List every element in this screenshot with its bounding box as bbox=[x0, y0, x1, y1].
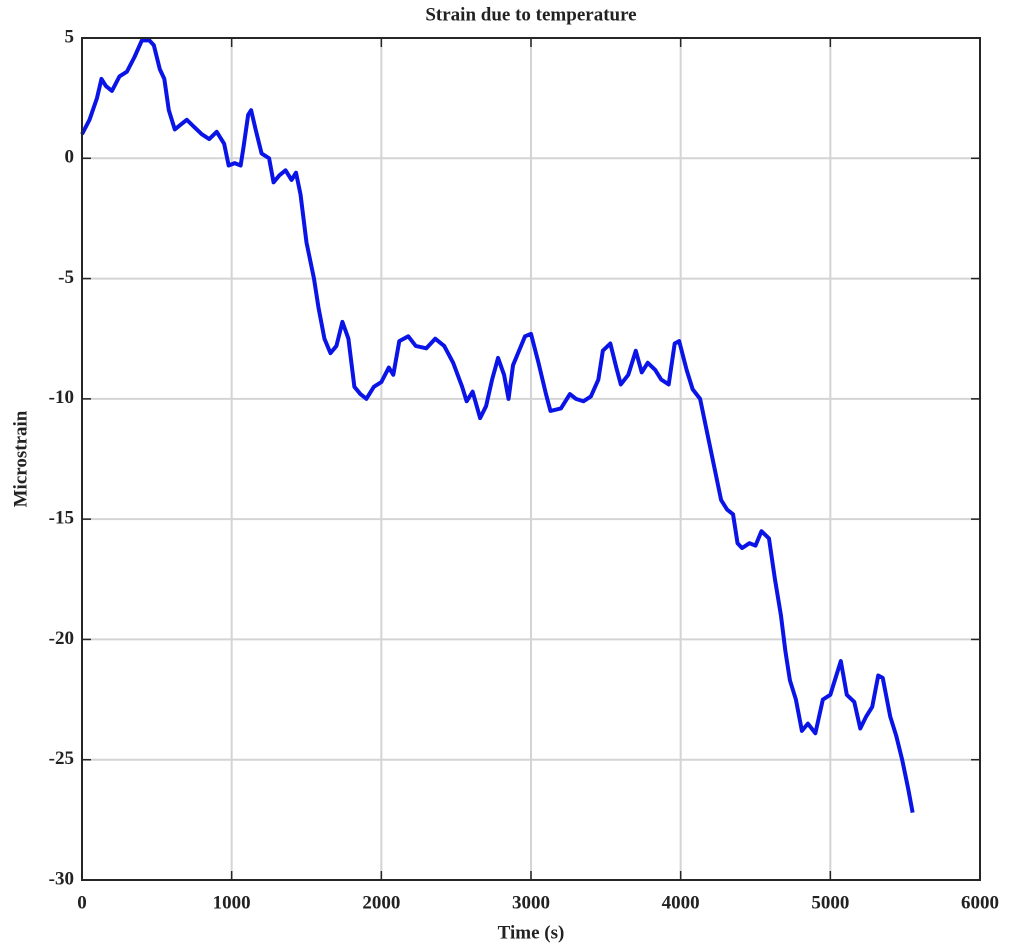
x-tick-label: 2000 bbox=[362, 892, 400, 913]
y-tick-label: -25 bbox=[49, 748, 74, 769]
x-tick-label: 1000 bbox=[213, 892, 251, 913]
y-tick-label: -10 bbox=[49, 387, 74, 408]
x-tick-label: 3000 bbox=[512, 892, 550, 913]
y-tick-label: 5 bbox=[65, 26, 75, 47]
y-tick-label: 0 bbox=[65, 147, 75, 168]
x-tick-label: 6000 bbox=[961, 892, 999, 913]
data-line bbox=[80, 38, 915, 814]
y-tick-label: -5 bbox=[58, 267, 74, 288]
y-tick-label: -30 bbox=[49, 868, 74, 889]
plot-frame bbox=[81, 37, 981, 881]
x-tick-label: 4000 bbox=[662, 892, 700, 913]
x-tick-label: 5000 bbox=[811, 892, 849, 913]
x-tick-label: 0 bbox=[77, 892, 87, 913]
y-axis-label: Microstrain bbox=[10, 410, 31, 507]
y-tick-label: -15 bbox=[49, 508, 74, 529]
y-tick-label: -20 bbox=[49, 628, 74, 649]
x-axis-label: Time (s) bbox=[498, 922, 565, 943]
chart-title: Strain due to temperature bbox=[425, 4, 636, 25]
